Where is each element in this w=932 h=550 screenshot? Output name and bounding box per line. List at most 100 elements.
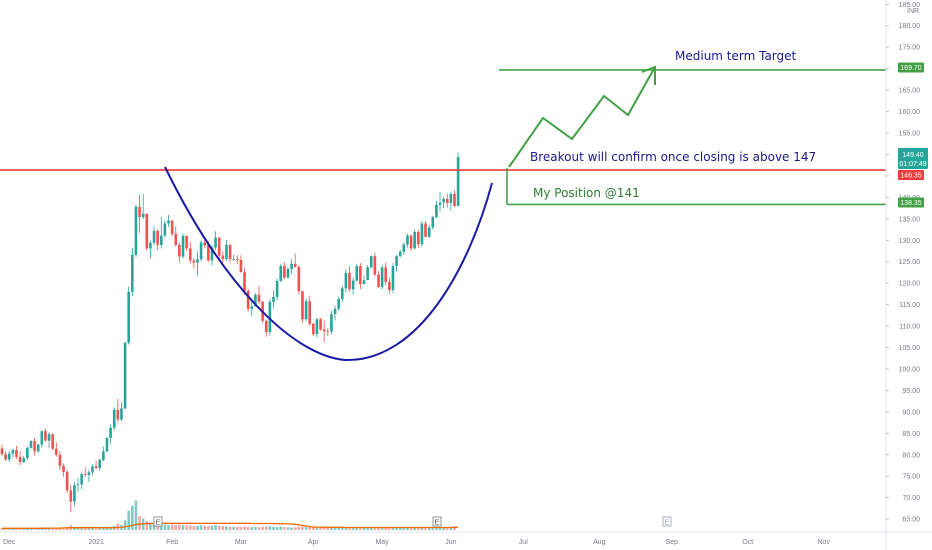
target-annotation: Medium term Target [675, 49, 797, 63]
candle [76, 478, 80, 493]
volume-bar [94, 528, 98, 530]
volume-bar [73, 527, 76, 530]
price-scale[interactable] [886, 0, 932, 550]
candle [199, 240, 203, 262]
candle [22, 455, 26, 463]
volume-bar [275, 527, 279, 530]
volume-bar [348, 527, 351, 530]
volume-bar [373, 527, 377, 530]
volume-bar [192, 525, 196, 530]
candle [94, 460, 98, 470]
candle [337, 296, 340, 312]
volume-bar [431, 527, 435, 530]
candle [18, 451, 22, 466]
volume-bar [333, 527, 337, 530]
candle [228, 243, 232, 263]
volume-bar [58, 528, 62, 530]
candle [442, 196, 445, 209]
volume-bar [156, 523, 159, 530]
volume-bar [420, 527, 424, 530]
volume-bar [149, 522, 152, 530]
candle [65, 469, 69, 493]
candle [438, 191, 442, 212]
candle [359, 262, 362, 290]
position-price-badge: 138.35 [898, 197, 924, 208]
candle [431, 215, 435, 230]
price-tick-label: 80.00 [902, 452, 920, 459]
volume-bar [47, 527, 51, 530]
candle [402, 242, 406, 255]
candle [0, 444, 4, 456]
price-tick-label: 165.00 [899, 88, 921, 95]
candle [243, 267, 246, 296]
volume-bar [308, 526, 311, 530]
candle [109, 424, 112, 444]
candle [362, 275, 366, 285]
volume-bar [4, 528, 7, 530]
volume-bar [322, 527, 326, 530]
volume-bar [207, 526, 210, 530]
volume-bar [243, 526, 246, 530]
levels-layer [0, 69, 886, 206]
candle [424, 220, 427, 238]
candle [330, 311, 333, 335]
volume-bar [272, 526, 275, 530]
candle [264, 320, 268, 337]
candle [47, 432, 51, 448]
volume-bar [199, 525, 203, 530]
candle [301, 290, 304, 324]
volume-bar [236, 526, 239, 530]
volume-bar [359, 527, 362, 530]
volume-bar [413, 527, 416, 530]
volume-bar [167, 524, 170, 530]
candle [55, 442, 58, 457]
event-marker[interactable]: E [662, 516, 672, 527]
time-ticks[interactable]: Dec 2021 Feb Mar Apr May Jun Jul Aug Sep Oct Nov [3, 539, 830, 546]
time-tick-label: Nov [818, 539, 831, 546]
volume-bar [369, 527, 373, 530]
candle [286, 267, 290, 279]
volume-bar [159, 523, 163, 530]
volume-bar [170, 524, 174, 530]
candle [344, 269, 348, 293]
time-tick-label: 2021 [88, 539, 104, 546]
candle [62, 463, 65, 477]
candle [87, 469, 91, 482]
projection-path[interactable] [508, 66, 656, 168]
volume-ma-layer [2, 522, 459, 529]
cup-curve[interactable] [164, 166, 493, 362]
candle [105, 436, 109, 453]
volume-bar [181, 524, 185, 530]
candle [36, 443, 40, 453]
volume-bar [319, 527, 322, 530]
candle [388, 277, 391, 294]
candle [427, 224, 431, 238]
volume-bar [152, 523, 156, 530]
volume-bar [409, 527, 413, 530]
volume-bar [406, 527, 409, 530]
candle [275, 278, 279, 301]
candle [152, 226, 156, 246]
event-marker[interactable]: E [153, 516, 163, 527]
event-marker[interactable]: E [432, 516, 442, 527]
candle [384, 262, 388, 285]
candle [250, 301, 254, 317]
volume-bar [254, 527, 257, 530]
volume-bar [286, 527, 290, 530]
candle [29, 440, 33, 449]
volume-bar [362, 527, 366, 530]
volume-bar [279, 526, 283, 530]
candle [83, 467, 87, 477]
volume-bar [217, 525, 221, 530]
volume-bar [138, 516, 141, 530]
candle [257, 285, 261, 305]
candle [58, 451, 62, 471]
candle [138, 194, 141, 233]
candle [304, 298, 308, 321]
volume-bar [377, 527, 380, 530]
volume-bar [174, 524, 178, 530]
candle [203, 239, 207, 249]
candle [312, 322, 315, 336]
volume-bar [337, 527, 340, 530]
